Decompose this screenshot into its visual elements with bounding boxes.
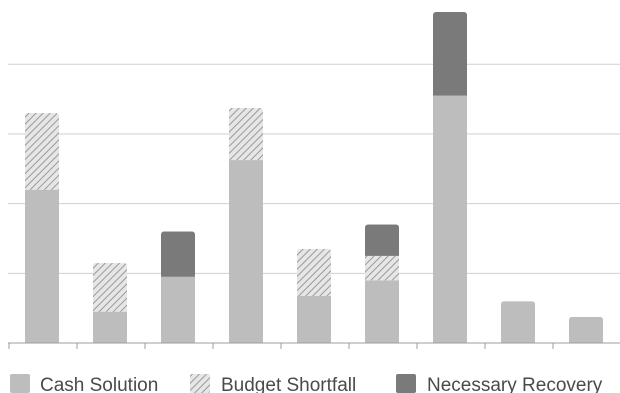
- legend-label: Budget Shortfall: [221, 375, 356, 393]
- bar-cash-solution: [25, 189, 59, 343]
- bar-cash-solution: [161, 276, 195, 343]
- bar-cash-solution: [433, 95, 467, 343]
- gridlines: [8, 63, 620, 274]
- bar-stack: [25, 113, 59, 343]
- bar-stack: [501, 301, 535, 343]
- bar-necessary-recovery: [433, 12, 467, 96]
- legend-label: Necessary Recovery: [427, 375, 603, 393]
- bar-stack: [229, 107, 263, 343]
- legend-label: Cash Solution: [40, 375, 158, 393]
- bar-cash-solution: [229, 160, 263, 343]
- bar-stack: [297, 248, 331, 343]
- bar-cash-solution: [569, 316, 603, 343]
- bar-budget-shortfall: [93, 262, 127, 312]
- bar-stack: [93, 262, 127, 343]
- bar-stack: [365, 224, 399, 343]
- bar-cash-solution: [297, 295, 331, 343]
- bar-cash-solution: [93, 311, 127, 343]
- bar-budget-shortfall: [25, 113, 59, 190]
- bar-stack: [433, 12, 467, 343]
- legend-swatch: [190, 374, 210, 393]
- bar-area: [25, 12, 603, 343]
- legend-swatch: [10, 374, 30, 393]
- bar-cash-solution: [365, 280, 399, 343]
- bar-budget-shortfall: [229, 107, 263, 161]
- bar-budget-shortfall: [365, 255, 399, 281]
- bar-stack: [569, 316, 603, 343]
- bar-cash-solution: [501, 301, 535, 343]
- bar-stack: [161, 231, 195, 343]
- bar-necessary-recovery: [365, 224, 399, 256]
- legend: Cash Solution Budget Shortfall Necessary R…: [10, 374, 603, 393]
- bar-budget-shortfall: [297, 248, 331, 296]
- legend-swatch: [396, 374, 416, 393]
- x-axis: [8, 342, 620, 349]
- bar-necessary-recovery: [161, 231, 195, 277]
